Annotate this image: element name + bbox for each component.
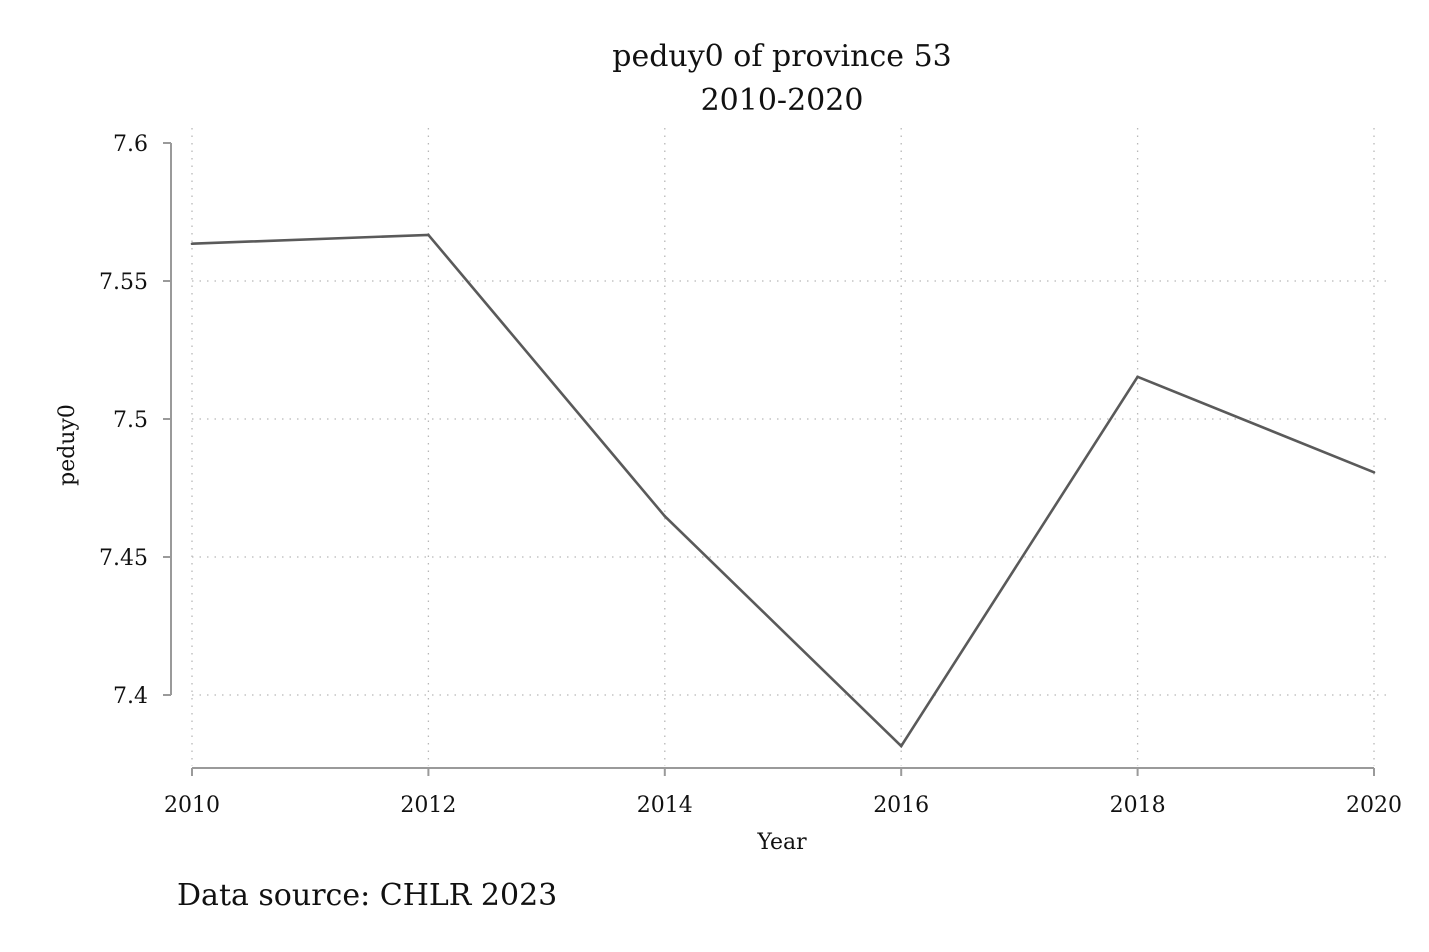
y-tick-label: 7.45	[99, 546, 148, 571]
x-tick-label: 2014	[637, 793, 693, 818]
data-source-note: Data source: CHLR 2023	[177, 878, 557, 913]
y-tick-label: 7.5	[113, 408, 148, 433]
gridlines	[191, 128, 1390, 766]
x-axis-title: Year	[756, 830, 807, 855]
y-axis-title: peduy0	[55, 404, 80, 486]
data-point	[427, 233, 430, 237]
x-tick-labels: 2010 2012 2014 2016 2018 2020	[164, 793, 1402, 818]
data-point	[190, 242, 194, 246]
x-tick-label: 2010	[164, 793, 220, 818]
data-point	[1136, 375, 1139, 379]
y-tick-labels: 7.4 7.45 7.5 7.55 7.6	[99, 132, 148, 709]
data-point	[663, 514, 667, 518]
x-tick-label: 2012	[400, 793, 456, 818]
y-tick-label: 7.4	[113, 684, 148, 709]
y-tick-label: 7.55	[99, 270, 148, 295]
x-tick-label: 2016	[873, 793, 929, 818]
series-layer	[190, 233, 1376, 749]
x-tick-label: 2020	[1346, 793, 1402, 818]
data-point	[899, 744, 903, 748]
series-line	[191, 233, 1375, 749]
data-point	[1372, 470, 1376, 474]
x-tick-label: 2018	[1110, 793, 1166, 818]
chart-subtitle: 2010-2020	[701, 83, 864, 118]
axes	[163, 142, 1375, 776]
y-tick-label: 7.6	[113, 132, 148, 157]
chart-title: peduy0 of province 53	[612, 39, 952, 74]
